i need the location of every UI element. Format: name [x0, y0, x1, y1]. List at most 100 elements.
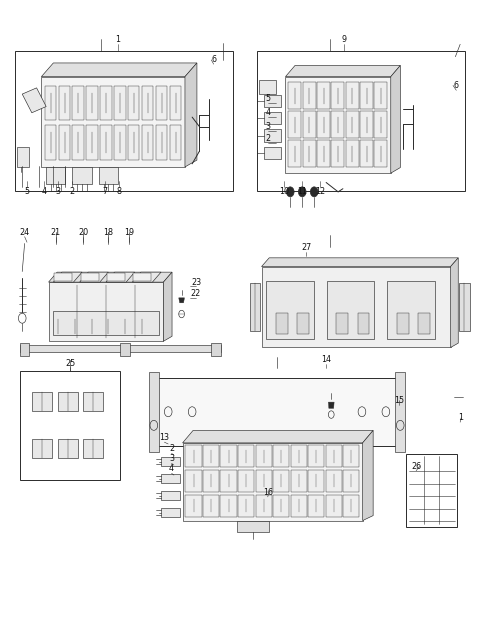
Text: 16: 16: [263, 488, 273, 497]
Polygon shape: [451, 258, 458, 348]
Polygon shape: [161, 491, 180, 500]
Polygon shape: [72, 85, 84, 120]
Polygon shape: [45, 125, 56, 160]
Polygon shape: [20, 345, 221, 353]
Text: 25: 25: [65, 359, 75, 368]
Polygon shape: [46, 167, 65, 184]
Polygon shape: [288, 140, 301, 167]
Circle shape: [287, 187, 294, 197]
Polygon shape: [86, 125, 98, 160]
Polygon shape: [203, 445, 219, 467]
Bar: [133, 273, 152, 281]
Text: 3: 3: [265, 122, 270, 131]
Polygon shape: [290, 445, 307, 467]
Polygon shape: [100, 125, 112, 160]
Text: 12: 12: [315, 187, 325, 197]
Polygon shape: [331, 112, 344, 139]
Polygon shape: [273, 445, 289, 467]
Polygon shape: [290, 495, 307, 517]
Polygon shape: [142, 125, 154, 160]
Polygon shape: [360, 112, 373, 139]
Polygon shape: [106, 272, 135, 282]
Polygon shape: [83, 392, 103, 411]
Text: 24: 24: [20, 228, 30, 236]
Text: 5: 5: [24, 187, 30, 197]
Polygon shape: [255, 445, 272, 467]
Text: 13: 13: [159, 433, 169, 442]
Polygon shape: [169, 85, 181, 120]
Polygon shape: [238, 445, 254, 467]
Polygon shape: [288, 82, 301, 109]
Bar: [336, 313, 348, 334]
Text: 22: 22: [191, 289, 201, 298]
Text: 20: 20: [78, 228, 88, 236]
Text: 1: 1: [116, 35, 120, 44]
Text: 19: 19: [124, 228, 134, 236]
Polygon shape: [17, 147, 29, 167]
Polygon shape: [59, 85, 70, 120]
Polygon shape: [343, 495, 359, 517]
Polygon shape: [100, 85, 112, 120]
Circle shape: [299, 187, 306, 197]
Polygon shape: [48, 272, 172, 282]
Polygon shape: [391, 66, 400, 173]
Polygon shape: [238, 495, 254, 517]
Polygon shape: [220, 470, 237, 492]
Text: 15: 15: [394, 396, 404, 405]
Polygon shape: [58, 392, 78, 411]
Polygon shape: [156, 125, 167, 160]
Polygon shape: [203, 495, 219, 517]
Polygon shape: [286, 77, 391, 173]
Polygon shape: [325, 445, 342, 467]
Text: 10: 10: [279, 187, 289, 197]
Polygon shape: [303, 112, 316, 139]
Polygon shape: [346, 112, 359, 139]
Polygon shape: [114, 85, 126, 120]
Bar: [81, 273, 99, 281]
Polygon shape: [250, 283, 260, 331]
Polygon shape: [331, 140, 344, 167]
Polygon shape: [325, 495, 342, 517]
Polygon shape: [22, 88, 46, 113]
Polygon shape: [331, 82, 344, 109]
Bar: [397, 313, 408, 334]
Polygon shape: [142, 85, 154, 120]
Polygon shape: [362, 431, 373, 520]
Text: 1: 1: [457, 413, 463, 422]
Polygon shape: [374, 112, 387, 139]
Polygon shape: [128, 85, 140, 120]
Polygon shape: [255, 495, 272, 517]
Polygon shape: [220, 495, 237, 517]
Polygon shape: [86, 85, 98, 120]
Polygon shape: [185, 445, 202, 467]
Text: 2: 2: [265, 134, 270, 144]
Bar: [53, 311, 158, 335]
Polygon shape: [59, 125, 70, 160]
Polygon shape: [308, 470, 324, 492]
Polygon shape: [396, 371, 405, 452]
Polygon shape: [80, 272, 108, 282]
Polygon shape: [72, 125, 84, 160]
Polygon shape: [32, 392, 52, 411]
Polygon shape: [290, 470, 307, 492]
Bar: [407, 454, 457, 527]
Polygon shape: [114, 125, 126, 160]
Text: 6: 6: [211, 56, 216, 64]
Text: 5: 5: [265, 94, 270, 103]
Polygon shape: [179, 298, 184, 303]
Polygon shape: [169, 125, 181, 160]
Polygon shape: [182, 443, 362, 520]
Bar: [276, 313, 288, 334]
Polygon shape: [346, 140, 359, 167]
Text: 4: 4: [265, 109, 270, 117]
Polygon shape: [317, 82, 330, 109]
Polygon shape: [374, 140, 387, 167]
Polygon shape: [161, 509, 180, 517]
Polygon shape: [360, 140, 373, 167]
Polygon shape: [459, 283, 470, 331]
Text: 27: 27: [301, 243, 311, 251]
Bar: [107, 273, 125, 281]
Polygon shape: [264, 112, 281, 124]
Polygon shape: [308, 495, 324, 517]
Polygon shape: [238, 470, 254, 492]
